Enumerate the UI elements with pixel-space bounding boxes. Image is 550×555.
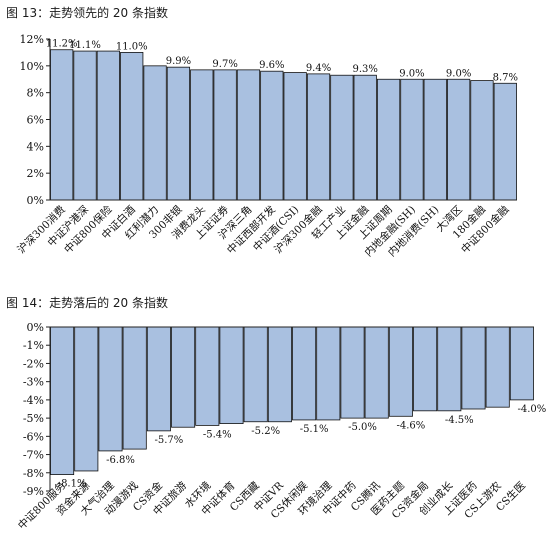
bar (400, 78, 424, 201)
data-label: -4.0% (518, 404, 547, 415)
bar (143, 65, 167, 201)
bar (353, 74, 377, 201)
bar (166, 66, 191, 201)
bar (283, 72, 307, 201)
chart-title-bottom: 图 14：走势落后的 20 条指数 (6, 296, 168, 310)
bar (195, 326, 220, 426)
bar (485, 326, 510, 408)
bar (190, 69, 214, 201)
y-tick-label: 0% (27, 194, 44, 207)
bar (292, 326, 317, 421)
data-label: -5.0% (348, 422, 377, 433)
bar (437, 326, 462, 412)
y-tick-label: 6% (27, 114, 44, 127)
data-label: -4.6% (397, 420, 426, 431)
y-tick-label: -8% (23, 467, 44, 480)
data-label: -4.5% (445, 415, 474, 426)
y-tick-label: 10% (20, 60, 44, 73)
bar (171, 326, 196, 428)
bar (50, 49, 74, 201)
bar (340, 326, 365, 419)
bar (493, 82, 517, 201)
bar (376, 78, 401, 201)
lagging-indices-chart: 0% -1% -2% -3% -4% -5% -6% -7% -8% -9% -8.1% -6.8% -… (15, 321, 547, 532)
bar (50, 326, 75, 476)
y-tick-label: -6% (23, 430, 44, 443)
bar (447, 78, 471, 201)
bar (423, 78, 447, 201)
bar (236, 69, 261, 201)
data-label: -8.1% (58, 479, 87, 490)
bar (96, 50, 120, 201)
y-tick-label: -4% (23, 394, 44, 407)
bar (470, 80, 494, 201)
y-tick-label: -2% (23, 357, 44, 370)
bar (243, 326, 268, 423)
y-tick-label: 12% (20, 33, 44, 46)
y-tick-label: -1% (23, 339, 44, 352)
bar (73, 50, 97, 201)
data-label: -5.7% (155, 435, 184, 446)
bar (316, 326, 341, 421)
data-label: 9.0% (399, 68, 424, 79)
data-label: 11.2% (46, 39, 78, 50)
data-label: -6.8% (106, 455, 135, 466)
bar (260, 70, 284, 201)
y-tick-label: 0% (27, 321, 44, 334)
data-label: 9.4% (306, 63, 331, 74)
chart-title-top: 图 13：走势领先的 20 条指数 (6, 6, 168, 20)
bar (267, 326, 292, 423)
y-tick-label: 4% (27, 140, 44, 153)
data-label: 8.7% (493, 72, 518, 83)
bar (122, 326, 147, 450)
bar (74, 326, 99, 472)
y-tick-label: -3% (23, 376, 44, 389)
data-label: 9.0% (446, 68, 471, 79)
data-label: 9.6% (259, 60, 284, 71)
bar (413, 326, 438, 412)
leading-indices-chart: 0% 2% 4% 6% 8% 10% 12% 11.2%11.1% 11.0% 9.9% 9.7% 9… (15, 33, 518, 259)
data-label: 9.7% (212, 59, 237, 70)
data-label: -5.1% (300, 424, 329, 435)
bar (213, 69, 237, 201)
bar (461, 326, 486, 410)
data-label: -5.2% (251, 426, 280, 437)
bar (306, 73, 331, 201)
bar (146, 326, 171, 432)
y-tick-label: -9% (23, 485, 44, 498)
y-tick-label: -7% (23, 449, 44, 462)
bar (330, 74, 354, 201)
bar (98, 326, 123, 452)
bar (364, 326, 389, 419)
data-label: 9.3% (353, 64, 378, 75)
bar (388, 326, 413, 417)
y-tick-label: 8% (27, 87, 44, 100)
bar (509, 326, 534, 401)
y-tick-label: 2% (27, 167, 44, 180)
y-tick-label: -5% (23, 412, 44, 425)
bar (219, 326, 244, 424)
data-label: -5.4% (203, 429, 232, 440)
data-label: 11.1% (69, 40, 101, 51)
bar (120, 52, 144, 201)
data-label: 11.0% (116, 41, 148, 52)
data-label: 9.9% (166, 56, 191, 67)
